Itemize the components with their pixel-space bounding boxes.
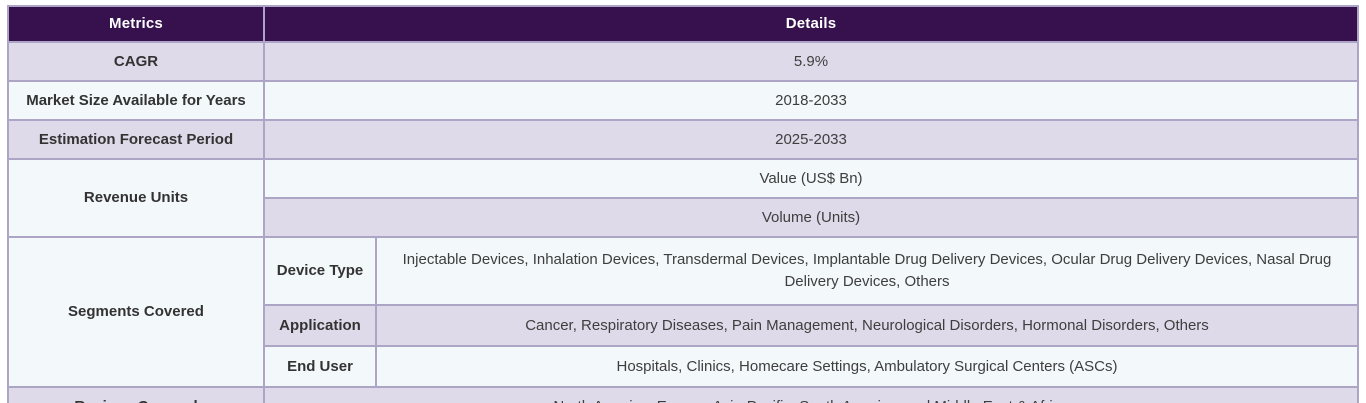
regions-covered-row: Regions Covered North America, Europe, A… bbox=[7, 386, 1359, 403]
cagr-label: CAGR bbox=[7, 41, 265, 82]
revenue-units-value-1: Value (US$ Bn) bbox=[263, 158, 1359, 199]
segments-covered-label: Segments Covered bbox=[7, 236, 265, 388]
market-size-value: 2018-2033 bbox=[263, 80, 1359, 121]
cagr-row: CAGR 5.9% bbox=[7, 41, 1359, 82]
metrics-header-cell: Metrics bbox=[7, 5, 265, 43]
revenue-units-row-2: Volume (Units) bbox=[8, 197, 1359, 238]
application-value: Cancer, Respiratory Diseases, Pain Manag… bbox=[375, 304, 1359, 347]
forecast-period-value: 2025-2033 bbox=[263, 119, 1359, 160]
segments-end-user-row: End User Hospitals, Clinics, Homecare Se… bbox=[8, 345, 1359, 388]
device-type-label: Device Type bbox=[263, 236, 377, 306]
market-size-row: Market Size Available for Years 2018-203… bbox=[7, 80, 1359, 121]
details-header-cell: Details bbox=[263, 5, 1359, 43]
revenue-units-value-2: Volume (Units) bbox=[263, 197, 1359, 238]
application-label: Application bbox=[263, 304, 377, 347]
regions-covered-label: Regions Covered bbox=[7, 386, 265, 403]
end-user-value: Hospitals, Clinics, Homecare Settings, A… bbox=[375, 345, 1359, 388]
market-size-label: Market Size Available for Years bbox=[7, 80, 265, 121]
device-type-value: Injectable Devices, Inhalation Devices, … bbox=[375, 236, 1359, 306]
cagr-value: 5.9% bbox=[263, 41, 1359, 82]
forecast-period-row: Estimation Forecast Period 2025-2033 bbox=[7, 119, 1359, 160]
forecast-period-label: Estimation Forecast Period bbox=[7, 119, 265, 160]
revenue-units-label: Revenue Units bbox=[7, 158, 265, 238]
segments-device-type-row: Segments Covered Device Type Injectable … bbox=[7, 236, 1359, 388]
regions-covered-value: North America, Europe, Asia-Pacific, Sou… bbox=[263, 386, 1359, 403]
revenue-units-row-1: Revenue Units Value (US$ Bn) bbox=[7, 158, 1359, 238]
segments-application-row: Application Cancer, Respiratory Diseases… bbox=[8, 304, 1359, 347]
end-user-label: End User bbox=[263, 345, 377, 388]
report-scope-table: Metrics Details CAGR 5.9% Market Size Av… bbox=[7, 5, 1359, 403]
header-row: Metrics Details bbox=[7, 5, 1359, 43]
